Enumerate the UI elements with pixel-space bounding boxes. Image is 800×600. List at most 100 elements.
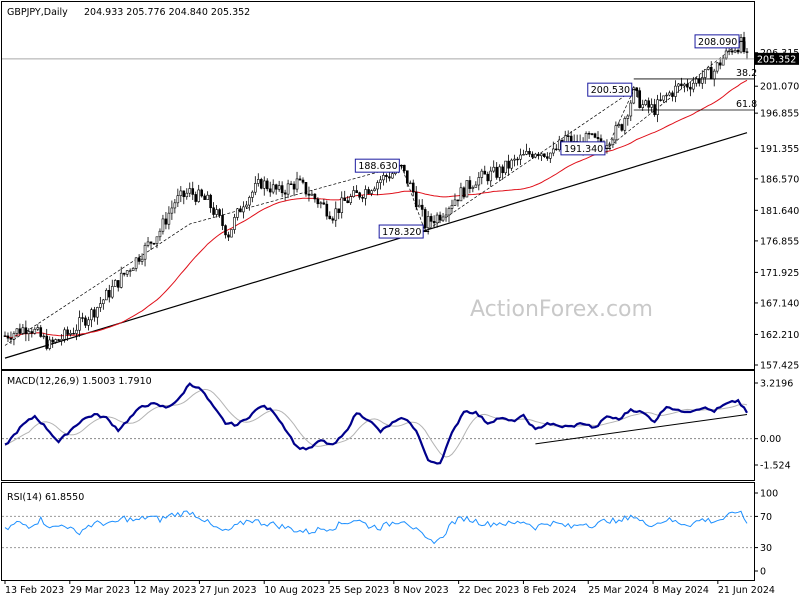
candle-body [21, 327, 25, 334]
candle-body [519, 154, 522, 160]
candle-body [480, 170, 484, 178]
candle-body [513, 158, 516, 161]
candle-body [701, 77, 704, 84]
candle-body [316, 198, 320, 205]
candle-body [721, 57, 725, 66]
ma-line [4, 79, 748, 339]
candle-body [566, 135, 570, 137]
candle-body [191, 188, 195, 195]
candle-body [632, 87, 636, 104]
annotation-box [560, 141, 606, 156]
candle-body [423, 209, 427, 229]
candle-body [677, 83, 680, 87]
candle-body [540, 153, 543, 157]
current-price-label: 205.352 [757, 54, 796, 65]
candle-body [298, 178, 302, 181]
candle-body [131, 268, 135, 271]
candle-body [724, 50, 728, 59]
candle-body [301, 179, 305, 183]
candle-body [680, 83, 683, 87]
candle-body [90, 309, 93, 321]
candle-body [289, 183, 293, 185]
candle-body [242, 206, 245, 213]
candle-body [382, 175, 385, 181]
candle-body [647, 100, 650, 108]
candle-body [557, 139, 561, 151]
candle-body [596, 137, 600, 139]
x-tick-label: 8 May 2024 [653, 585, 709, 596]
candle-body [438, 214, 442, 221]
candle-body [18, 328, 22, 334]
candle-body [501, 166, 504, 174]
y-tick-label: 191.355 [760, 144, 799, 155]
candle-body [78, 317, 81, 331]
candle-body [727, 50, 731, 53]
candle-body [528, 150, 531, 155]
price-trendline [4, 132, 748, 359]
candle-body [72, 332, 75, 335]
candle-body [295, 178, 299, 190]
candles [3, 31, 749, 351]
candle-body [459, 187, 463, 202]
y-tick-label: 201.070 [760, 82, 799, 93]
candle-body [435, 214, 439, 224]
rsi-panel: 100 70 30 0 [2, 489, 778, 578]
candle-body [554, 148, 558, 151]
x-tick-label: 8 Feb 2024 [523, 585, 576, 596]
candle-body [322, 202, 326, 205]
candle-body [87, 319, 90, 326]
candle-body [233, 217, 236, 230]
candle-body [522, 153, 525, 156]
candle-body [668, 92, 671, 96]
candle-body [590, 133, 594, 135]
annotation-label: 208.090 [698, 37, 737, 48]
candle-body [152, 243, 156, 245]
rsi-y-tick-label: 0 [760, 567, 766, 578]
y-tick-label: 171.925 [760, 268, 799, 279]
annotation-label: 191.340 [564, 144, 603, 155]
candle-body [328, 215, 332, 220]
candle-body [504, 160, 507, 174]
fib-label: 61.8 [736, 99, 757, 110]
candle-body [650, 104, 653, 108]
candle-body [137, 257, 141, 262]
candle-body [110, 286, 114, 298]
ohlc-label: 204.933 205.776 204.840 205.352 [84, 7, 250, 18]
fib-levels: 38.2 61.8 [633, 68, 757, 111]
candle-body [60, 338, 63, 341]
candle-body [736, 49, 740, 53]
candle-body [66, 329, 69, 335]
support-trendline [4, 132, 748, 359]
candle-body [230, 229, 233, 238]
candle-body [75, 329, 78, 334]
rsi-y-tick-label: 30 [760, 543, 772, 554]
candle-body [271, 184, 275, 193]
candle-body [739, 37, 743, 53]
candle-body [24, 327, 28, 335]
candle-body [355, 190, 358, 193]
candle-body [248, 197, 251, 206]
candle-body [122, 272, 126, 275]
candle-body [325, 203, 329, 217]
candle-body [414, 191, 418, 208]
candle-body [745, 51, 749, 53]
candle-body [507, 160, 510, 169]
candle-body [245, 204, 248, 208]
candle-body [310, 193, 314, 196]
candle-body [623, 118, 627, 131]
candle-body [343, 197, 347, 201]
candle-body [292, 183, 296, 190]
candle-body [9, 337, 13, 340]
candle-body [259, 179, 263, 189]
y-tick-label: 162.210 [760, 330, 799, 341]
candle-body [376, 182, 379, 190]
candle-body [39, 327, 43, 337]
candle-body [483, 170, 487, 175]
y-tick-label: 176.855 [760, 236, 799, 247]
candle-body [143, 244, 147, 260]
candle-body [665, 94, 668, 97]
y-tick-label: 181.640 [760, 206, 799, 217]
candle-body [283, 192, 287, 195]
candle-body [3, 335, 7, 337]
candle-body [179, 190, 183, 196]
